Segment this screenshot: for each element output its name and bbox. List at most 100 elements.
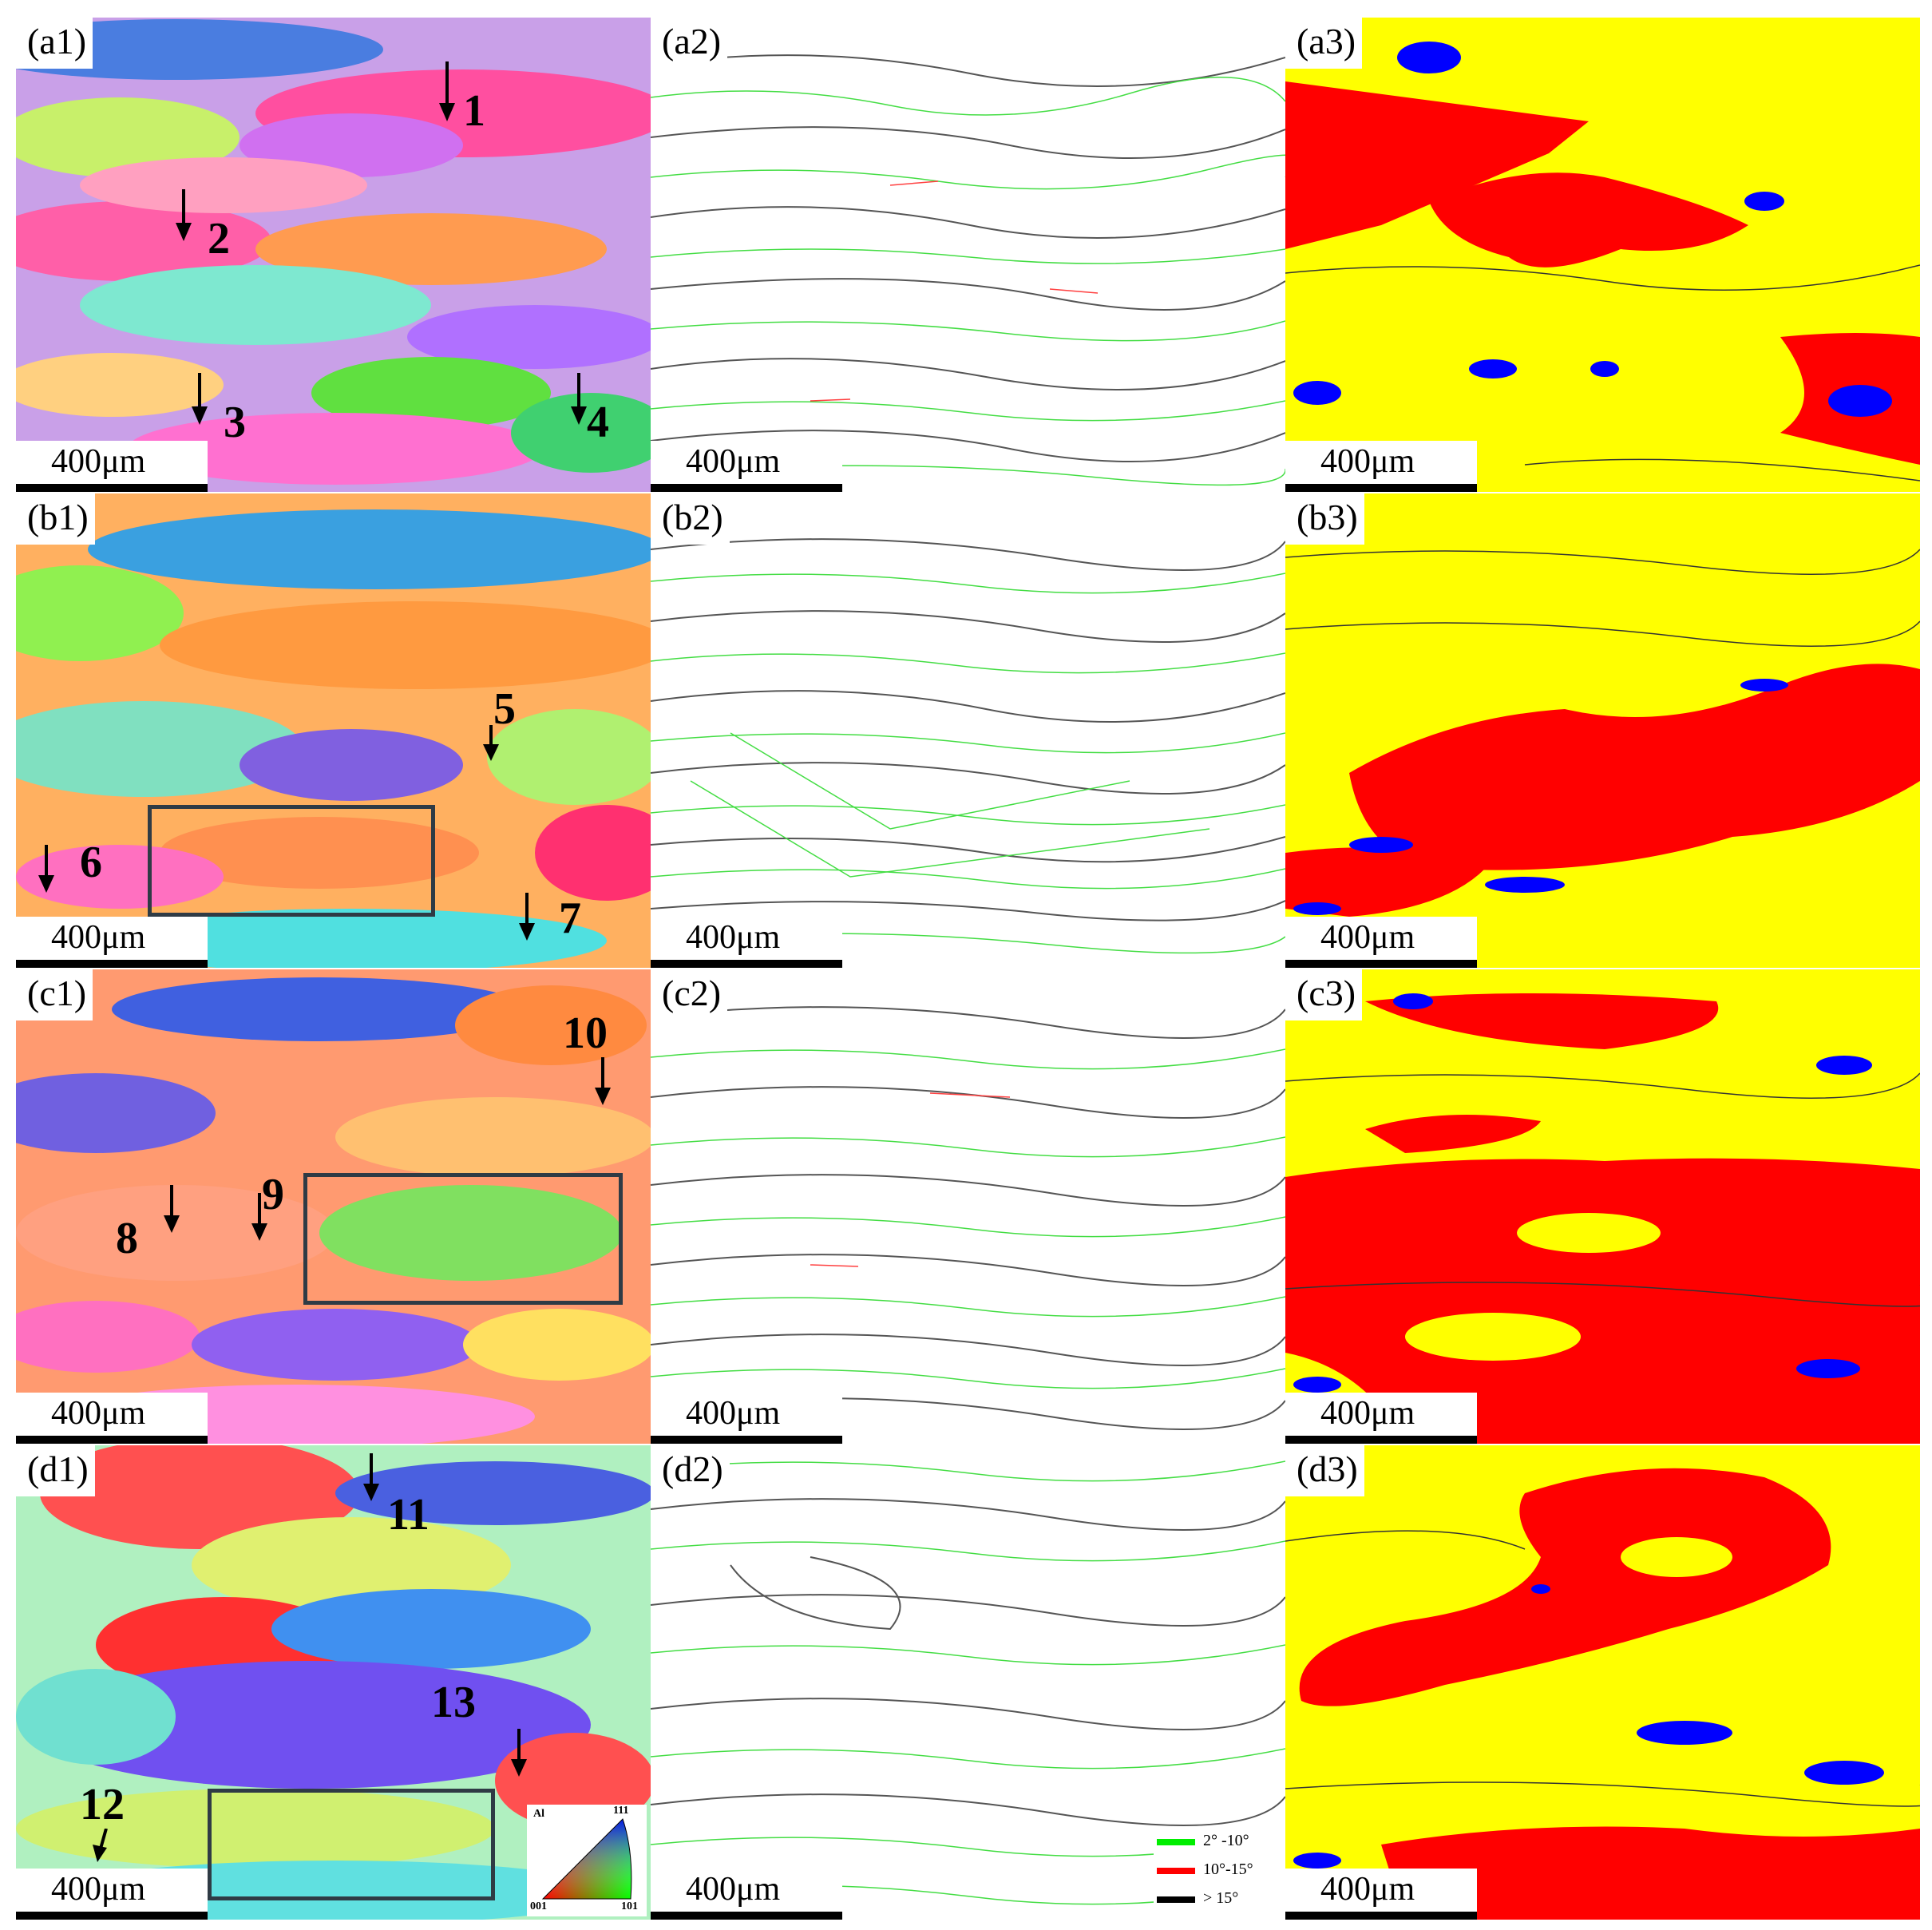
scale-bar-label: 400μm — [686, 443, 781, 480]
panel-label: (b3) — [1285, 493, 1364, 545]
panel-d1-ipf-map: (d1) 400μm 11 13 12 Al 111 001 101 — [16, 1445, 651, 1920]
panel-b2-boundary-map: (b2) 400μm — [651, 493, 1285, 968]
panel-a3-recrystallization-map: (a3) 400μm — [1285, 18, 1920, 492]
marker-number: 13 — [431, 1678, 476, 1727]
legend-label: 2° -10° — [1203, 1832, 1249, 1849]
scale-bar-line — [651, 1436, 842, 1444]
arrow-icon — [587, 1057, 635, 1169]
grain-boundary-map — [651, 493, 1285, 968]
legend-swatch — [1157, 1839, 1195, 1845]
panel-label: (b1) — [16, 493, 95, 545]
marker-number: 6 — [80, 838, 102, 887]
scale-bar: 400μm — [16, 917, 208, 968]
panel-c2-boundary-map: (c2) 400μm — [651, 969, 1285, 1444]
grain-boundary-map — [651, 969, 1285, 1444]
panel-label: (d1) — [16, 1445, 95, 1496]
arrow-icon — [243, 1193, 291, 1305]
marker-number: 5 — [493, 684, 516, 734]
misorientation-legend: 2° -10° 10°-15° > 15° — [1154, 1832, 1285, 1920]
panel-c3-recrystallization-map: (c3) 400μm — [1285, 969, 1920, 1444]
scale-bar-label: 400μm — [51, 1871, 146, 1908]
panel-label: (a1) — [16, 18, 93, 69]
marker-number: 7 — [559, 894, 581, 943]
ipf-triangle-icon — [541, 1818, 632, 1900]
panel-a1-ipf-map: (a1) 400μm 1 2 3 4 — [16, 18, 651, 492]
arrow-icon — [30, 845, 78, 957]
scale-bar: 400μm — [1285, 917, 1477, 968]
grain-boundary-map — [651, 18, 1285, 492]
ipf-corner-label: 101 — [621, 1900, 638, 1912]
arrow-icon — [168, 189, 216, 301]
legend-swatch — [1157, 1868, 1195, 1874]
legend-item: 2° -10° — [1157, 1832, 1285, 1853]
scale-bar: 400μm — [651, 917, 842, 968]
panel-label: (c1) — [16, 969, 93, 1020]
arrow-icon — [156, 1185, 204, 1297]
recrystallization-map — [1285, 18, 1920, 492]
scale-bar-label: 400μm — [51, 919, 146, 956]
panel-label: (a2) — [651, 18, 728, 69]
scale-bar-label: 400μm — [1320, 1395, 1415, 1432]
scale-bar-line — [651, 484, 842, 492]
panel-label: (a3) — [1285, 18, 1363, 69]
scale-bar-label: 400μm — [686, 1871, 781, 1908]
scale-bar-line — [16, 960, 208, 968]
scale-bar: 400μm — [1285, 1869, 1477, 1920]
scale-bar-label: 400μm — [1320, 443, 1415, 480]
legend-item: > 15° — [1157, 1889, 1285, 1910]
ipf-grain-map — [16, 18, 651, 492]
panel-label: (c3) — [1285, 969, 1363, 1020]
arrow-icon — [503, 1729, 551, 1841]
scale-bar-line — [1285, 960, 1477, 968]
scale-bar: 400μm — [16, 1869, 208, 1920]
zoom-region-box — [148, 805, 435, 917]
legend-label: > 15° — [1203, 1889, 1239, 1907]
legend-label: 10°-15° — [1203, 1861, 1253, 1878]
scale-bar: 400μm — [16, 1393, 208, 1444]
arrow-icon — [184, 373, 232, 485]
marker-number: 4 — [587, 398, 609, 447]
panel-b1-ipf-map: (b1) 400μm 5 6 7 — [16, 493, 651, 968]
arrow-icon — [511, 893, 559, 968]
panel-label: (c2) — [651, 969, 728, 1020]
panel-d3-recrystallization-map: (d3) 400μm — [1285, 1445, 1920, 1920]
scale-bar-line — [16, 1912, 208, 1920]
marker-number: 8 — [116, 1214, 138, 1263]
arrow-icon — [86, 1829, 134, 1920]
legend-item: 10°-15° — [1157, 1861, 1285, 1881]
marker-number: 1 — [463, 86, 485, 136]
panel-c1-ipf-map: (c1) 400μm 10 8 9 — [16, 969, 651, 1444]
scale-bar-label: 400μm — [686, 919, 781, 956]
scale-bar: 400μm — [1285, 1393, 1477, 1444]
arrow-icon — [431, 61, 479, 173]
legend-swatch — [1157, 1896, 1195, 1903]
ipf-corner-label: 111 — [613, 1805, 629, 1817]
arrow-icon — [563, 373, 611, 485]
scale-bar: 400μm — [651, 1393, 842, 1444]
scale-bar: 400μm — [651, 1869, 842, 1920]
scale-bar-label: 400μm — [1320, 919, 1415, 956]
zoom-region-box — [208, 1789, 495, 1900]
recrystallization-map — [1285, 1445, 1920, 1920]
ipf-corner-label: 001 — [530, 1900, 547, 1912]
panel-label: (d2) — [651, 1445, 730, 1496]
scale-bar-line — [16, 484, 208, 492]
ipf-phase-label: Al — [533, 1808, 544, 1820]
ipf-color-key: Al 111 001 101 — [527, 1805, 647, 1916]
scale-bar: 400μm — [651, 441, 842, 492]
zoom-region-box — [303, 1173, 623, 1305]
scale-bar: 400μm — [16, 441, 208, 492]
recrystallization-map — [1285, 493, 1920, 968]
panel-label: (d3) — [1285, 1445, 1364, 1496]
marker-number: 12 — [80, 1780, 125, 1829]
ipf-grain-map — [16, 493, 651, 968]
panel-d2-boundary-map: (d2) 400μm 2° -10° 10°-15° > 15° — [651, 1445, 1285, 1920]
scale-bar-line — [1285, 484, 1477, 492]
panel-a2-boundary-map: (a2) 400μm — [651, 18, 1285, 492]
scale-bar-label: 400μm — [51, 1395, 146, 1432]
recrystallization-map — [1285, 969, 1920, 1444]
marker-number: 3 — [224, 398, 246, 447]
scale-bar-line — [1285, 1912, 1477, 1920]
scale-bar-label: 400μm — [1320, 1871, 1415, 1908]
